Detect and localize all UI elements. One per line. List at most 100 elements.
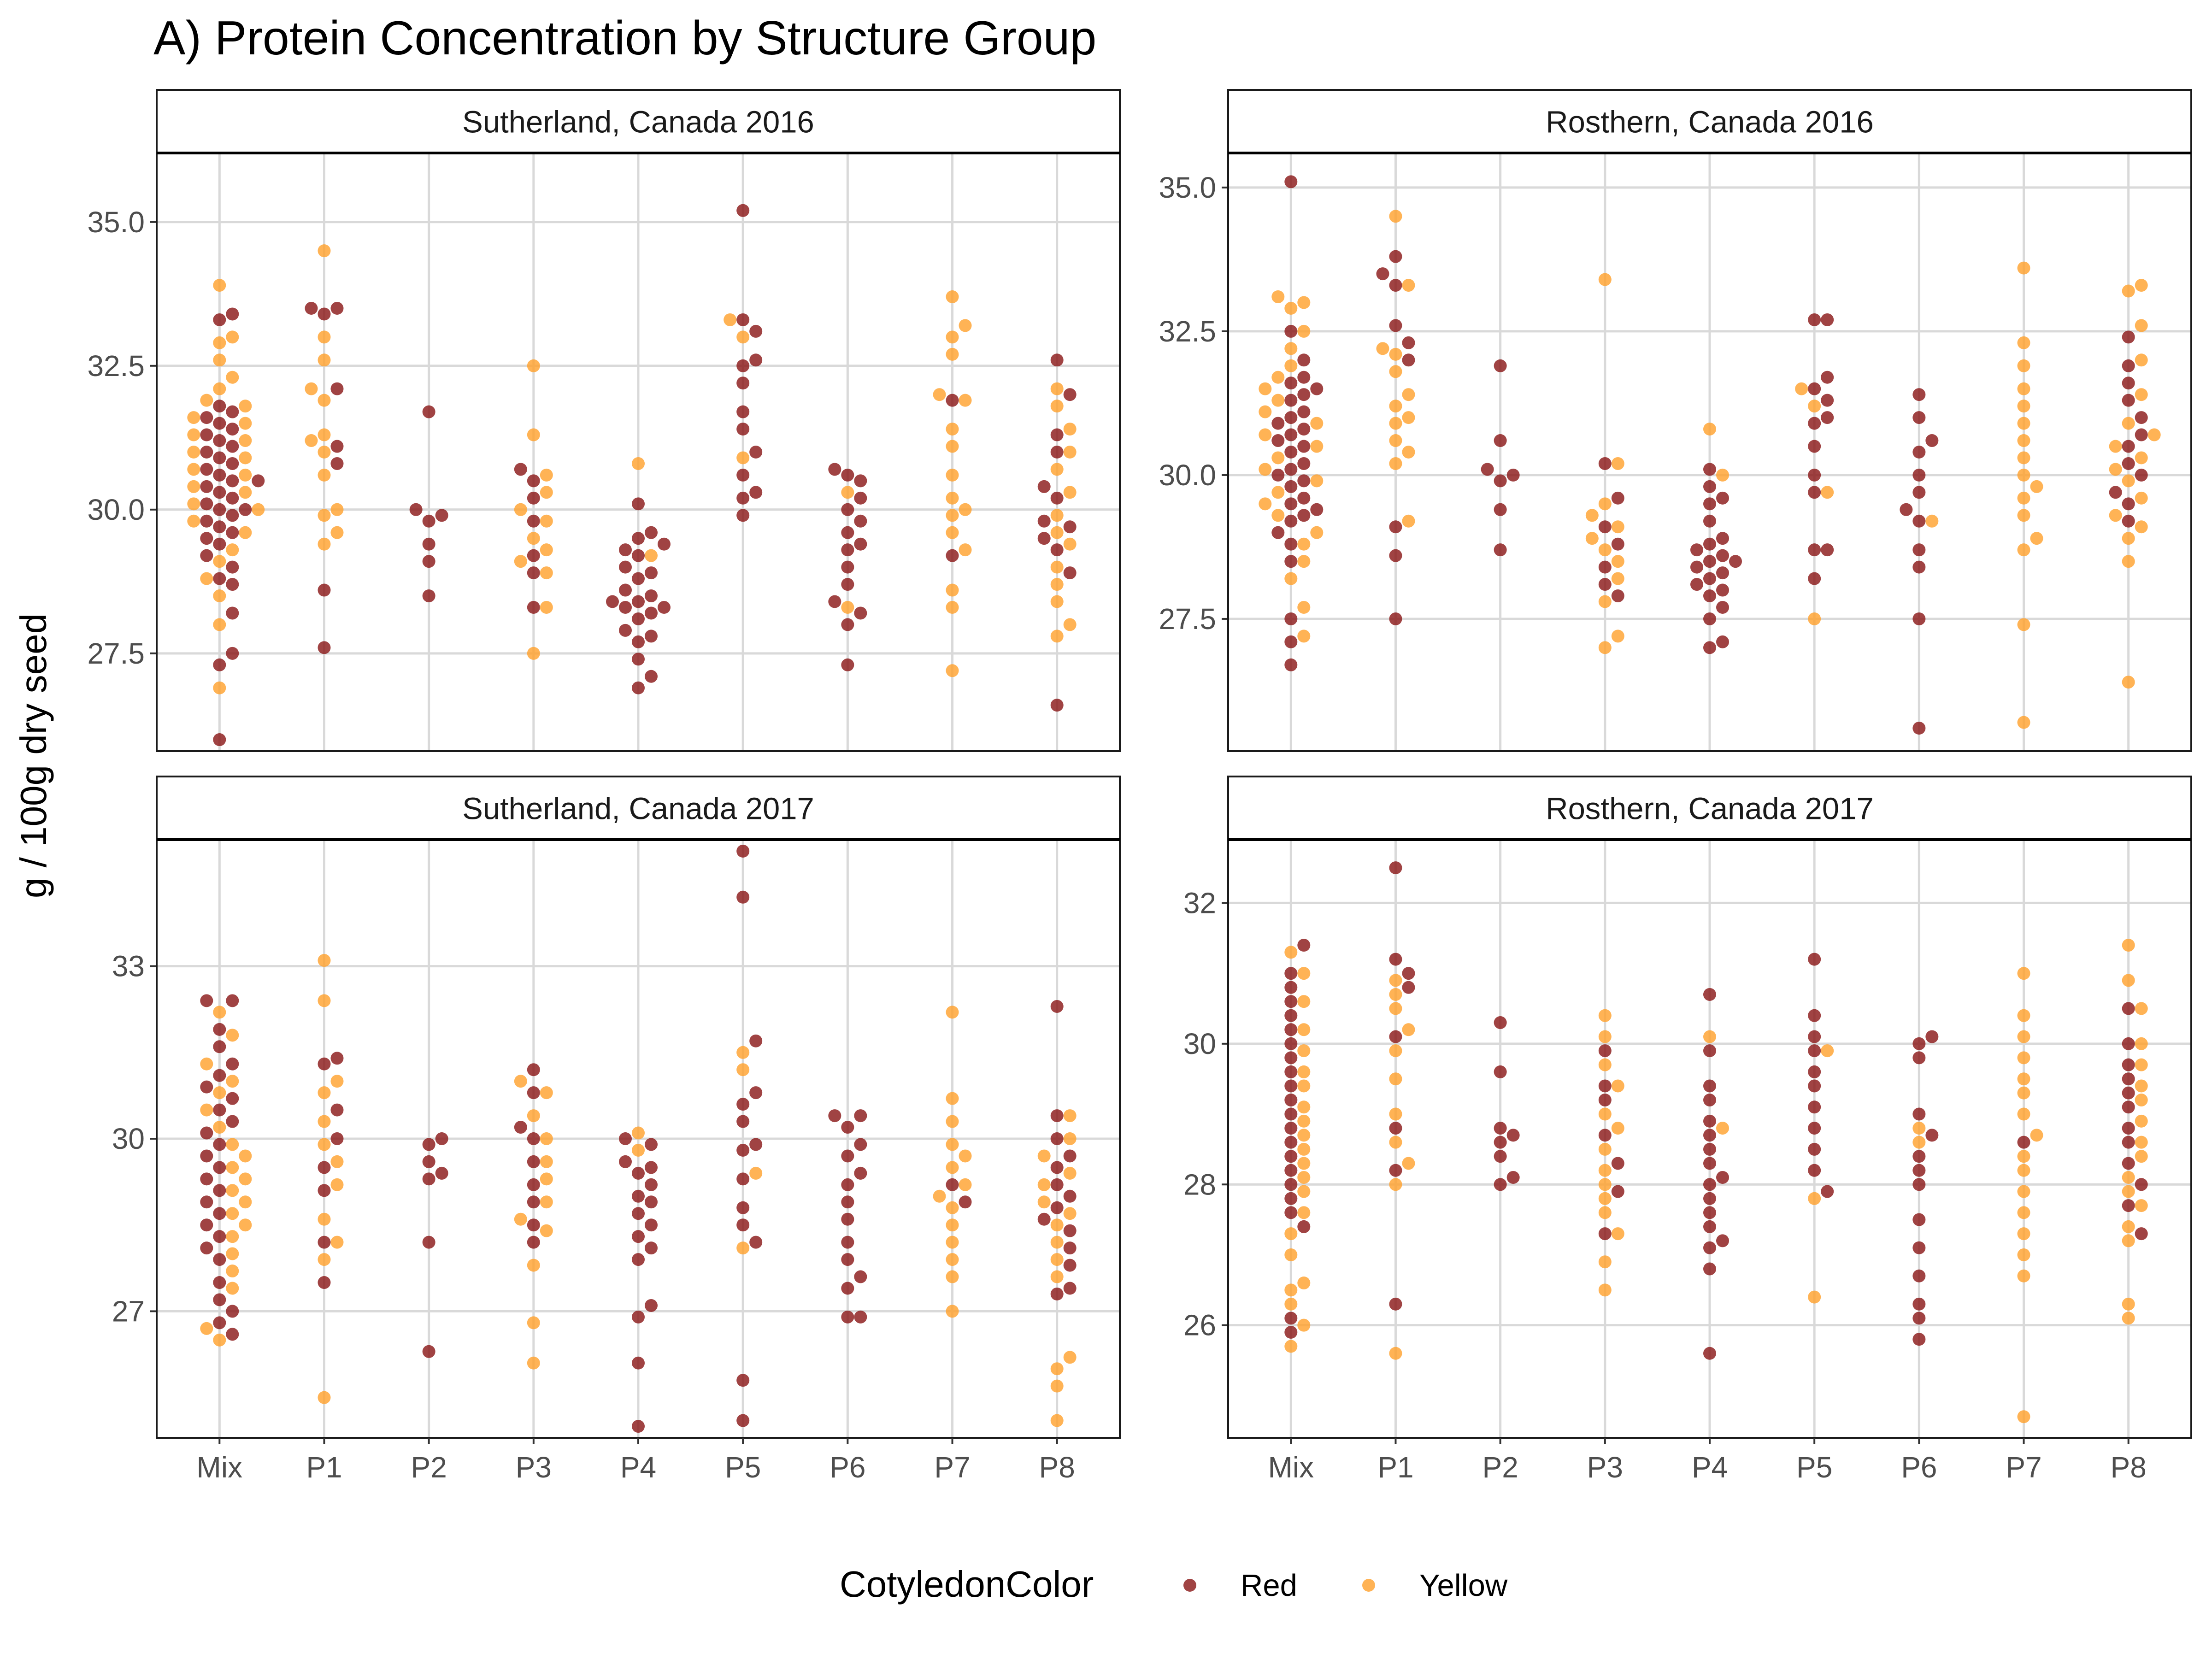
- point-red: [1063, 566, 1077, 580]
- point-red: [213, 520, 226, 534]
- point-yellow: [1284, 342, 1298, 355]
- point-yellow: [1297, 629, 1311, 643]
- point-red: [239, 503, 252, 516]
- point-yellow: [318, 954, 331, 967]
- point-yellow: [1297, 1114, 1311, 1128]
- point-red: [226, 994, 239, 1007]
- point-yellow: [1389, 434, 1402, 447]
- y-axis-title: g / 100g dry seed: [13, 613, 54, 898]
- point-red: [854, 491, 867, 505]
- point-yellow: [1389, 400, 1402, 413]
- point-red: [1611, 491, 1624, 505]
- point-red: [645, 629, 658, 643]
- point-red: [1808, 1030, 1821, 1043]
- point-yellow: [1284, 946, 1298, 959]
- point-yellow: [1402, 411, 1415, 424]
- point-yellow: [1310, 440, 1324, 453]
- point-red: [2122, 1037, 2135, 1050]
- x-tick-label: P8: [2111, 1451, 2147, 1484]
- point-red: [632, 612, 645, 625]
- point-red: [1481, 463, 1494, 476]
- point-red: [736, 890, 750, 904]
- point-red: [226, 1328, 239, 1341]
- point-red: [1821, 1185, 1834, 1198]
- point-yellow: [959, 1149, 972, 1163]
- point-red: [252, 474, 265, 488]
- point-yellow: [540, 486, 553, 499]
- point-red: [1912, 1051, 1926, 1065]
- point-yellow: [2122, 1220, 2135, 1233]
- point-red: [1389, 279, 1402, 292]
- point-red: [632, 635, 645, 648]
- point-red: [841, 1282, 854, 1295]
- point-yellow: [1402, 388, 1415, 401]
- point-red: [645, 1161, 658, 1174]
- point-red: [1703, 463, 1716, 476]
- point-red: [200, 1218, 213, 1232]
- point-red: [1598, 1094, 1612, 1107]
- point-yellow: [933, 388, 946, 401]
- point-yellow: [213, 1121, 226, 1134]
- point-red: [1037, 480, 1051, 493]
- point-yellow: [527, 532, 540, 545]
- point-red: [1821, 411, 1834, 424]
- point-red: [2122, 330, 2135, 344]
- point-yellow: [213, 589, 226, 603]
- point-red: [527, 1195, 540, 1209]
- point-yellow: [226, 1161, 239, 1174]
- x-tick-label: P7: [934, 1451, 970, 1484]
- point-yellow: [1821, 1044, 1834, 1058]
- point-red: [606, 595, 619, 608]
- point-red: [1037, 514, 1051, 528]
- point-red: [841, 618, 854, 631]
- point-red: [1284, 995, 1298, 1008]
- point-red: [2122, 1072, 2135, 1086]
- point-red: [841, 503, 854, 516]
- point-red: [200, 514, 213, 528]
- point-red: [854, 474, 867, 488]
- point-red: [1611, 589, 1624, 603]
- point-red: [841, 1178, 854, 1191]
- point-yellow: [226, 1184, 239, 1197]
- point-yellow: [226, 1207, 239, 1220]
- point-yellow: [2122, 1297, 2135, 1311]
- point-yellow: [1050, 560, 1064, 574]
- panel-1: 27.5 30.0 32.5 35.0 Sutherland, Canada 2016: [87, 89, 1121, 752]
- point-red: [1297, 440, 1311, 453]
- point-yellow: [749, 1166, 763, 1180]
- point-red: [632, 681, 645, 694]
- point-yellow: [946, 1006, 959, 1019]
- point-yellow: [226, 371, 239, 384]
- point-red: [749, 486, 763, 499]
- point-red: [1297, 491, 1311, 505]
- point-yellow: [1063, 1132, 1077, 1145]
- point-red: [213, 658, 226, 671]
- point-red: [1050, 353, 1064, 367]
- point-red: [213, 1069, 226, 1082]
- point-yellow: [226, 1029, 239, 1042]
- point-yellow: [239, 1149, 252, 1163]
- panel-2: 27.5 30.0 32.5 35.0 Rosthern, Canada 2016: [1159, 89, 2192, 752]
- point-red: [841, 560, 854, 574]
- point-red: [736, 1414, 750, 1427]
- point-yellow: [213, 618, 226, 631]
- point-red: [1703, 480, 1716, 493]
- point-red: [1284, 967, 1298, 980]
- point-red: [1703, 1044, 1716, 1058]
- point-red: [854, 1109, 867, 1123]
- point-yellow: [239, 417, 252, 430]
- point-yellow: [1297, 1100, 1311, 1114]
- point-yellow: [2122, 474, 2135, 488]
- point-red: [1297, 353, 1311, 367]
- point-yellow: [540, 543, 553, 557]
- point-red: [645, 670, 658, 683]
- point-yellow: [736, 1046, 750, 1059]
- point-red: [632, 497, 645, 511]
- point-yellow: [2135, 1114, 2148, 1128]
- point-yellow: [2017, 716, 2030, 729]
- point-yellow: [2017, 1072, 2030, 1086]
- point-yellow: [1050, 1253, 1064, 1266]
- point-yellow: [1389, 417, 1402, 430]
- point-red: [946, 1178, 959, 1191]
- point-red: [422, 1235, 435, 1249]
